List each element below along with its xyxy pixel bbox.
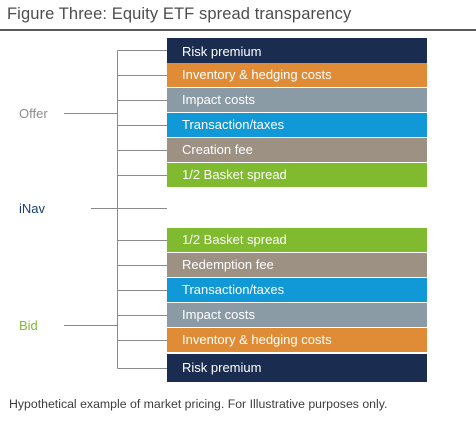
bid-bar-transaction-taxes: Transaction/taxes xyxy=(167,278,427,302)
bid-bar-inventory-hedging-costs: Inventory & hedging costs xyxy=(167,328,427,352)
inav-label: iNav xyxy=(19,201,46,216)
offer-bar-creation-fee: Creation fee xyxy=(167,138,427,162)
bid-bar-risk-premium: Risk premium xyxy=(167,354,427,382)
bid-label: Bid xyxy=(19,318,38,333)
bid-bar-impact-costs: Impact costs xyxy=(167,303,427,327)
bid-bar-half-basket-spread: 1/2 Basket spread xyxy=(167,228,427,252)
offer-bar-risk-premium: Risk premium xyxy=(167,38,427,66)
offer-label: Offer xyxy=(19,106,48,121)
offer-bar-impact-costs: Impact costs xyxy=(167,88,427,112)
figure-title: Figure Three: Equity ETF spread transpar… xyxy=(7,5,352,23)
bid-bar-redemption-fee: Redemption fee xyxy=(167,253,427,277)
title-rule xyxy=(0,29,476,31)
offer-bar-inventory-hedging-costs: Inventory & hedging costs xyxy=(167,63,427,87)
offer-bar-half-basket-spread: 1/2 Basket spread xyxy=(167,163,427,187)
footnote: Hypothetical example of market pricing. … xyxy=(9,397,388,411)
offer-bar-transaction-taxes: Transaction/taxes xyxy=(167,113,427,137)
